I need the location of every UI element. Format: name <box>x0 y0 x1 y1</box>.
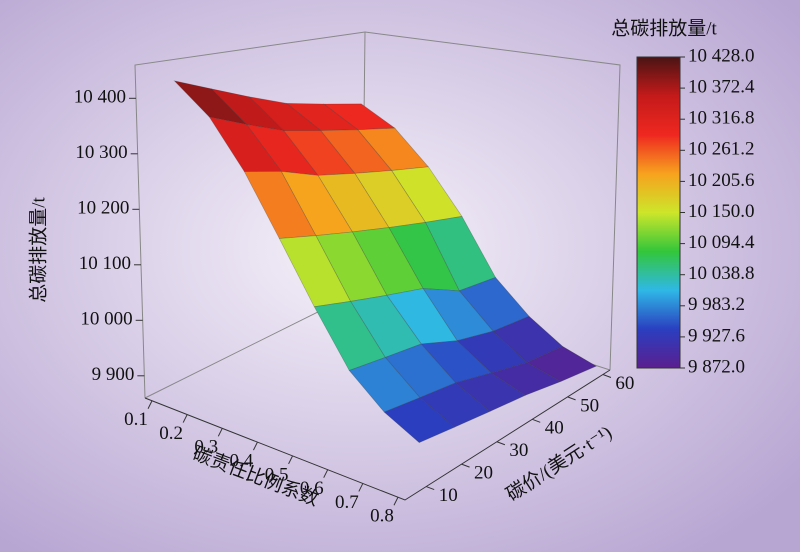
y-tick-label: 30 <box>509 440 528 461</box>
x-tick-label: 0.7 <box>335 492 359 513</box>
x-tick <box>147 400 153 409</box>
y-tick <box>602 374 612 378</box>
colorbar-tick-label: 10 428.0 <box>688 45 755 66</box>
colorbar-tick-label: 10 094.4 <box>688 232 755 253</box>
x-tick-label: 0.3 <box>194 437 218 458</box>
colorbar-tick-label: 10 316.8 <box>688 108 755 129</box>
colorbar-tick-label: 10 205.6 <box>688 170 755 191</box>
x-tick-label: 0.6 <box>300 478 324 499</box>
colorbar-tick-label: 10 261.2 <box>688 139 755 160</box>
x-tick <box>182 414 188 423</box>
colorbar-tick-label: 9 927.6 <box>688 325 745 346</box>
colorbar-tick-label: 10 372.4 <box>688 76 755 97</box>
z-tick-label: 10 300 <box>75 142 127 163</box>
x-tick <box>393 497 399 506</box>
colorbar <box>636 56 681 369</box>
x-tick-label: 0.1 <box>124 409 148 430</box>
colorbar-tick-label: 10 150.0 <box>688 201 755 222</box>
z-axis-title: 总碳排放量/t <box>27 197 49 303</box>
x-tick-label: 0.2 <box>159 423 183 444</box>
y-tick-label: 10 <box>439 485 458 506</box>
x-tick <box>252 441 258 451</box>
z-tick-label: 10 400 <box>74 87 126 108</box>
surface-patch <box>383 397 456 444</box>
y-tick-label: 60 <box>615 373 634 394</box>
floor-axis <box>144 369 611 501</box>
x-tick <box>288 455 294 465</box>
y-tick <box>426 486 435 491</box>
y-tick-label: 20 <box>474 462 493 483</box>
x-tick <box>323 469 329 478</box>
y-tick <box>461 463 470 468</box>
colorbar-title: 总碳排放量/t <box>611 17 717 39</box>
surface-patch <box>419 382 491 428</box>
colorbar-tick-label: 10 038.8 <box>688 263 755 284</box>
y-tick-label: 50 <box>580 395 599 416</box>
z-tick-label: 10 200 <box>77 198 129 219</box>
y-tick-label: 40 <box>545 418 564 439</box>
x-tick <box>358 483 364 492</box>
surface <box>173 80 597 444</box>
colorbar-tick-label: 9 983.2 <box>688 294 745 315</box>
y-tick <box>567 396 576 401</box>
colorbar-tick-label: 9 872.0 <box>688 356 745 377</box>
x-tick-label: 0.4 <box>230 450 254 471</box>
x-tick <box>217 428 223 437</box>
surface-patch <box>454 372 527 412</box>
x-tick-label: 0.5 <box>265 464 289 485</box>
z-tick-label: 9 900 <box>92 364 135 385</box>
z-tick-label: 10 100 <box>79 253 131 274</box>
z-tick-label: 10 000 <box>80 309 132 330</box>
x-tick-label: 0.8 <box>370 506 394 527</box>
y-tick <box>532 418 541 423</box>
y-tick <box>496 441 506 446</box>
